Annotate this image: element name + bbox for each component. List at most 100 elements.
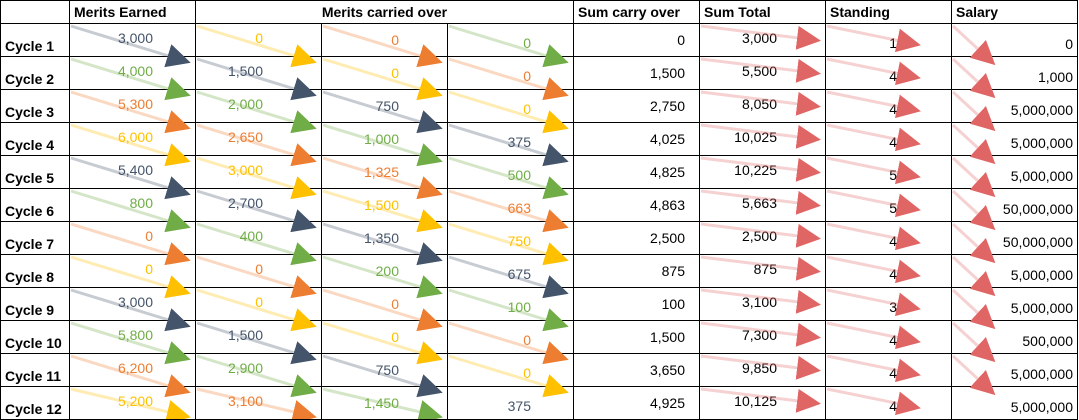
- cell-earned[interactable]: 4,000: [69, 56, 196, 90]
- cell-standing[interactable]: 4: [825, 89, 952, 123]
- cell-salary[interactable]: 50,000,000: [951, 221, 1078, 255]
- header-sum-carry-over[interactable]: Sum carry over: [573, 0, 700, 24]
- cell-m1[interactable]: 1,500: [195, 320, 322, 354]
- cell-salary[interactable]: 5,000,000: [951, 287, 1078, 321]
- cell-sum-total[interactable]: 8,050: [699, 89, 826, 123]
- cell-standing[interactable]: 1: [825, 23, 952, 57]
- cell-standing[interactable]: 4: [825, 320, 952, 354]
- cell-sum-total[interactable]: 5,500: [699, 56, 826, 90]
- cell-m2[interactable]: 0: [321, 287, 448, 321]
- cell-m1[interactable]: 2,650: [195, 122, 322, 156]
- cell-salary[interactable]: 5,000,000: [951, 386, 1078, 420]
- cell-sum-total[interactable]: 3,100: [699, 287, 826, 321]
- cell-m2[interactable]: 0: [321, 320, 448, 354]
- cell-m3[interactable]: 0: [447, 89, 574, 123]
- cell-earned[interactable]: 5,800: [69, 320, 196, 354]
- cell-earned[interactable]: 5,200: [69, 386, 196, 420]
- cell-standing[interactable]: 4: [825, 56, 952, 90]
- cell-earned[interactable]: 3,000: [69, 23, 196, 57]
- cell-sum-carry[interactable]: 1,500: [573, 320, 700, 354]
- row-label[interactable]: Cycle 1: [0, 23, 70, 57]
- cell-sum-carry[interactable]: 2,500: [573, 221, 700, 255]
- header-sum-total[interactable]: Sum Total: [699, 0, 826, 24]
- cell-sum-carry[interactable]: 4,025: [573, 122, 700, 156]
- cell-m2[interactable]: 0: [321, 56, 448, 90]
- header-salary[interactable]: Salary: [951, 0, 1078, 24]
- cell-standing[interactable]: 4: [825, 221, 952, 255]
- cell-m3[interactable]: 750: [447, 221, 574, 255]
- row-label[interactable]: Cycle 11: [0, 353, 70, 387]
- cell-m2[interactable]: 1,350: [321, 221, 448, 255]
- cell-m1[interactable]: 2,000: [195, 89, 322, 123]
- cell-m3[interactable]: 0: [447, 23, 574, 57]
- cell-m3[interactable]: 375: [447, 386, 574, 420]
- cell-m2[interactable]: 750: [321, 89, 448, 123]
- cell-m1[interactable]: 400: [195, 221, 322, 255]
- header-merits-earned[interactable]: Merits Earned: [69, 0, 196, 24]
- cell-earned[interactable]: 6,000: [69, 122, 196, 156]
- cell-m2[interactable]: 1,000: [321, 122, 448, 156]
- cell-m1[interactable]: 3,000: [195, 155, 322, 189]
- cell-m1[interactable]: 2,900: [195, 353, 322, 387]
- cell-m2[interactable]: 750: [321, 353, 448, 387]
- cell-standing[interactable]: 5: [825, 155, 952, 189]
- cell-m1[interactable]: 0: [195, 254, 322, 288]
- cell-sum-carry[interactable]: 1,500: [573, 56, 700, 90]
- cell-salary[interactable]: 500,000: [951, 320, 1078, 354]
- cell-sum-total[interactable]: 9,850: [699, 353, 826, 387]
- cell-standing[interactable]: 4: [825, 122, 952, 156]
- header-standing[interactable]: Standing: [825, 0, 952, 24]
- cell-salary[interactable]: 5,000,000: [951, 122, 1078, 156]
- cell-m2[interactable]: 1,450: [321, 386, 448, 420]
- cell-m1[interactable]: 0: [195, 23, 322, 57]
- cell-sum-total[interactable]: 875: [699, 254, 826, 288]
- cell-m3[interactable]: 100: [447, 287, 574, 321]
- cell-m3[interactable]: 0: [447, 320, 574, 354]
- cell-m3[interactable]: 375: [447, 122, 574, 156]
- cell-sum-total[interactable]: 3,000: [699, 23, 826, 57]
- row-label[interactable]: Cycle 2: [0, 56, 70, 90]
- cell-earned[interactable]: 5,300: [69, 89, 196, 123]
- cell-earned[interactable]: 5,400: [69, 155, 196, 189]
- cell-standing[interactable]: 4: [825, 353, 952, 387]
- cell-sum-total[interactable]: 10,225: [699, 155, 826, 189]
- cell-m3[interactable]: 0: [447, 56, 574, 90]
- cell-standing[interactable]: 4: [825, 254, 952, 288]
- cell-m2[interactable]: 200: [321, 254, 448, 288]
- cell-salary[interactable]: 5,000,000: [951, 89, 1078, 123]
- cell-m1[interactable]: 1,500: [195, 56, 322, 90]
- cell-salary[interactable]: 5,000,000: [951, 254, 1078, 288]
- cell-sum-carry[interactable]: 875: [573, 254, 700, 288]
- cell-sum-carry[interactable]: 4,825: [573, 155, 700, 189]
- cell-m3[interactable]: 663: [447, 188, 574, 222]
- cell-earned[interactable]: 800: [69, 188, 196, 222]
- cell-sum-total[interactable]: 10,125: [699, 386, 826, 420]
- cell-m2[interactable]: 1,500: [321, 188, 448, 222]
- cell-sum-carry[interactable]: 2,750: [573, 89, 700, 123]
- row-label[interactable]: Cycle 10: [0, 320, 70, 354]
- cell-earned[interactable]: 0: [69, 254, 196, 288]
- row-label[interactable]: Cycle 8: [0, 254, 70, 288]
- cell-m1[interactable]: 2,700: [195, 188, 322, 222]
- cell-m3[interactable]: 500: [447, 155, 574, 189]
- row-label[interactable]: Cycle 6: [0, 188, 70, 222]
- row-label[interactable]: Cycle 9: [0, 287, 70, 321]
- cell-earned[interactable]: 0: [69, 221, 196, 255]
- cell-standing[interactable]: 3: [825, 287, 952, 321]
- cell-sum-carry[interactable]: 100: [573, 287, 700, 321]
- row-label[interactable]: Cycle 3: [0, 89, 70, 123]
- cell-sum-total[interactable]: 2,500: [699, 221, 826, 255]
- row-label[interactable]: Cycle 5: [0, 155, 70, 189]
- cell-sum-total[interactable]: 7,300: [699, 320, 826, 354]
- header-corner[interactable]: [0, 0, 70, 24]
- cell-standing[interactable]: 4: [825, 386, 952, 420]
- cell-salary[interactable]: 5,000,000: [951, 353, 1078, 387]
- cell-salary[interactable]: 1,000: [951, 56, 1078, 90]
- cell-sum-carry[interactable]: 4,925: [573, 386, 700, 420]
- cell-sum-total[interactable]: 10,025: [699, 122, 826, 156]
- cell-m3[interactable]: 675: [447, 254, 574, 288]
- cell-sum-carry[interactable]: 0: [573, 23, 700, 57]
- cell-m2[interactable]: 0: [321, 23, 448, 57]
- cell-sum-total[interactable]: 5,663: [699, 188, 826, 222]
- cell-earned[interactable]: 6,200: [69, 353, 196, 387]
